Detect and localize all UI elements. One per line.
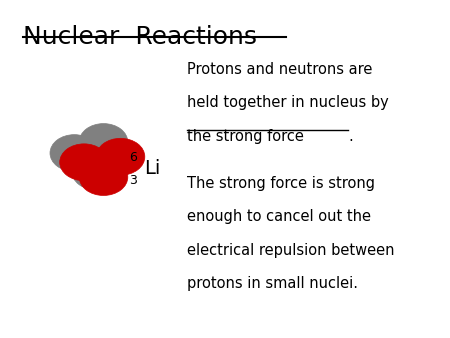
Text: 6: 6 xyxy=(130,151,137,164)
Circle shape xyxy=(72,153,121,190)
Text: Nuclear  Reactions: Nuclear Reactions xyxy=(23,25,257,49)
Circle shape xyxy=(79,124,128,161)
Circle shape xyxy=(79,159,128,195)
Circle shape xyxy=(60,144,108,181)
Circle shape xyxy=(50,135,99,171)
Circle shape xyxy=(96,138,145,175)
Text: the strong force: the strong force xyxy=(187,129,304,144)
Text: enough to cancel out the: enough to cancel out the xyxy=(187,209,371,224)
Text: Protons and neutrons are: Protons and neutrons are xyxy=(187,62,373,77)
Text: 3: 3 xyxy=(130,174,137,187)
Text: protons in small nuclei.: protons in small nuclei. xyxy=(187,276,358,291)
Text: held together in nucleus by: held together in nucleus by xyxy=(187,95,389,110)
Text: Li: Li xyxy=(144,159,160,178)
Text: electrical repulsion between: electrical repulsion between xyxy=(187,243,395,258)
Text: The strong force is strong: The strong force is strong xyxy=(187,176,375,191)
Text: .: . xyxy=(348,129,353,144)
